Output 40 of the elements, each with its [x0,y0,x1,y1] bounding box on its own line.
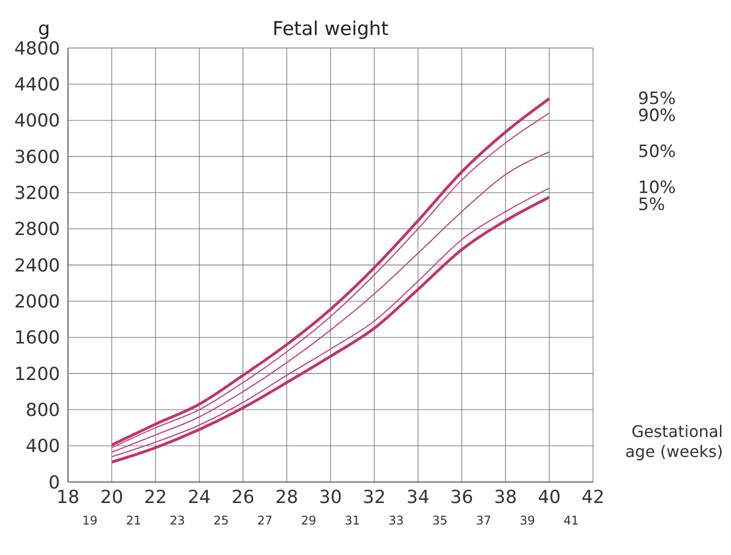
x-tick-label: 30 [319,486,342,508]
x-tick-label: 28 [275,486,298,508]
x-axis-title: Gestational age (weeks) [624,422,723,462]
y-axis-title: g [38,18,50,40]
y-tick-label: 2000 [14,292,60,313]
x2-tick-label: 27 [257,514,273,528]
x-tick-label: 38 [494,486,517,508]
text: 50% [638,142,676,162]
x2-tick-label: 19 [82,514,98,528]
y-tick-label: 4800 [14,38,60,60]
y-tick-label: 800 [26,400,60,422]
x2-tick-label: 41 [563,514,579,528]
y-tick-label: 4000 [14,110,60,132]
x-tick-label: 40 [538,486,561,508]
x-tick-label: 26 [232,486,254,508]
y-tick-label: 2800 [14,219,60,240]
y-tick-label: 3200 [14,183,60,204]
x2-tick-label: 39 [520,514,536,528]
y-tick-label: 1200 [14,364,60,385]
x-tick-label: 20 [100,486,124,508]
x-tick-label: 34 [406,486,430,508]
x-tick-label: 24 [188,486,211,508]
y-tick-label: 2400 [14,255,60,276]
chart-title: Fetal weight [271,18,390,40]
y-tick-label: 1600 [14,328,60,349]
y-tick-label: 400 [26,436,60,458]
x2-tick-label: 25 [213,514,229,528]
x2-tick-label: 23 [170,514,186,528]
x-tick-label: 22 [144,486,167,508]
x-tick-label: 42 [582,486,604,508]
x-tick-label: 36 [450,486,474,508]
x2-tick-label: 31 [344,514,360,528]
x2-tick-label: 35 [432,514,448,528]
x2-tick-label: 21 [126,514,142,528]
x2-tick-label: 37 [476,514,492,528]
y-tick-label: 3600 [14,146,60,168]
x2-tick-label: 29 [300,514,316,528]
x2-tick-label: 33 [388,514,404,528]
y-tick-label: 4400 [14,74,60,96]
x-tick-label: 32 [362,486,386,508]
